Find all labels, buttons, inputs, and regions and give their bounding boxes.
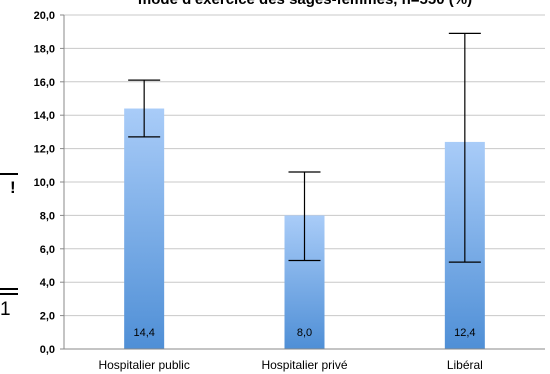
bar bbox=[124, 108, 165, 350]
y-tick-label: 0,0 bbox=[40, 344, 55, 356]
y-tick-label: 20,0 bbox=[34, 10, 55, 22]
y-tick-label: 14,0 bbox=[34, 110, 55, 122]
exclamation-fragment: ! bbox=[10, 178, 16, 197]
y-tick-label: 4,0 bbox=[40, 277, 55, 289]
error-bars bbox=[128, 32, 481, 263]
y-tick-label: 2,0 bbox=[40, 311, 55, 323]
bar-value-label: 14,4 bbox=[133, 327, 154, 339]
x-category-label: Libéral bbox=[447, 358, 483, 372]
left-edge-double-line-2 bbox=[0, 293, 18, 295]
y-tick-label: 16,0 bbox=[34, 77, 55, 89]
one-fragment: 1 bbox=[0, 299, 11, 320]
bar-value-label: 8,0 bbox=[297, 327, 312, 339]
y-tick-label: 6,0 bbox=[40, 244, 55, 256]
x-category-label: Hospitalier public bbox=[98, 358, 189, 372]
bar-value-label: 12,4 bbox=[454, 327, 475, 339]
y-tick-label: 12,0 bbox=[34, 144, 55, 156]
x-axis: Hospitalier public Hospitalier privé Libér… bbox=[64, 348, 545, 372]
y-tick-label: 10,0 bbox=[34, 177, 55, 189]
y-axis: 0,0 2,0 4,0 6,0 8,0 10,0 12,0 14,0 16,0 18,0 20,0 bbox=[34, 10, 65, 356]
chart-title: mode d'exercice des sages-femmes, n=550 … bbox=[60, 0, 550, 8]
bars: 14,4 8,0 12,4 bbox=[124, 108, 485, 350]
left-edge-mark bbox=[0, 173, 18, 175]
y-tick-label: 8,0 bbox=[40, 210, 55, 222]
x-category-label: Hospitalier privé bbox=[261, 358, 347, 372]
y-tick-label: 18,0 bbox=[34, 43, 55, 55]
left-edge-double-line bbox=[0, 288, 18, 290]
